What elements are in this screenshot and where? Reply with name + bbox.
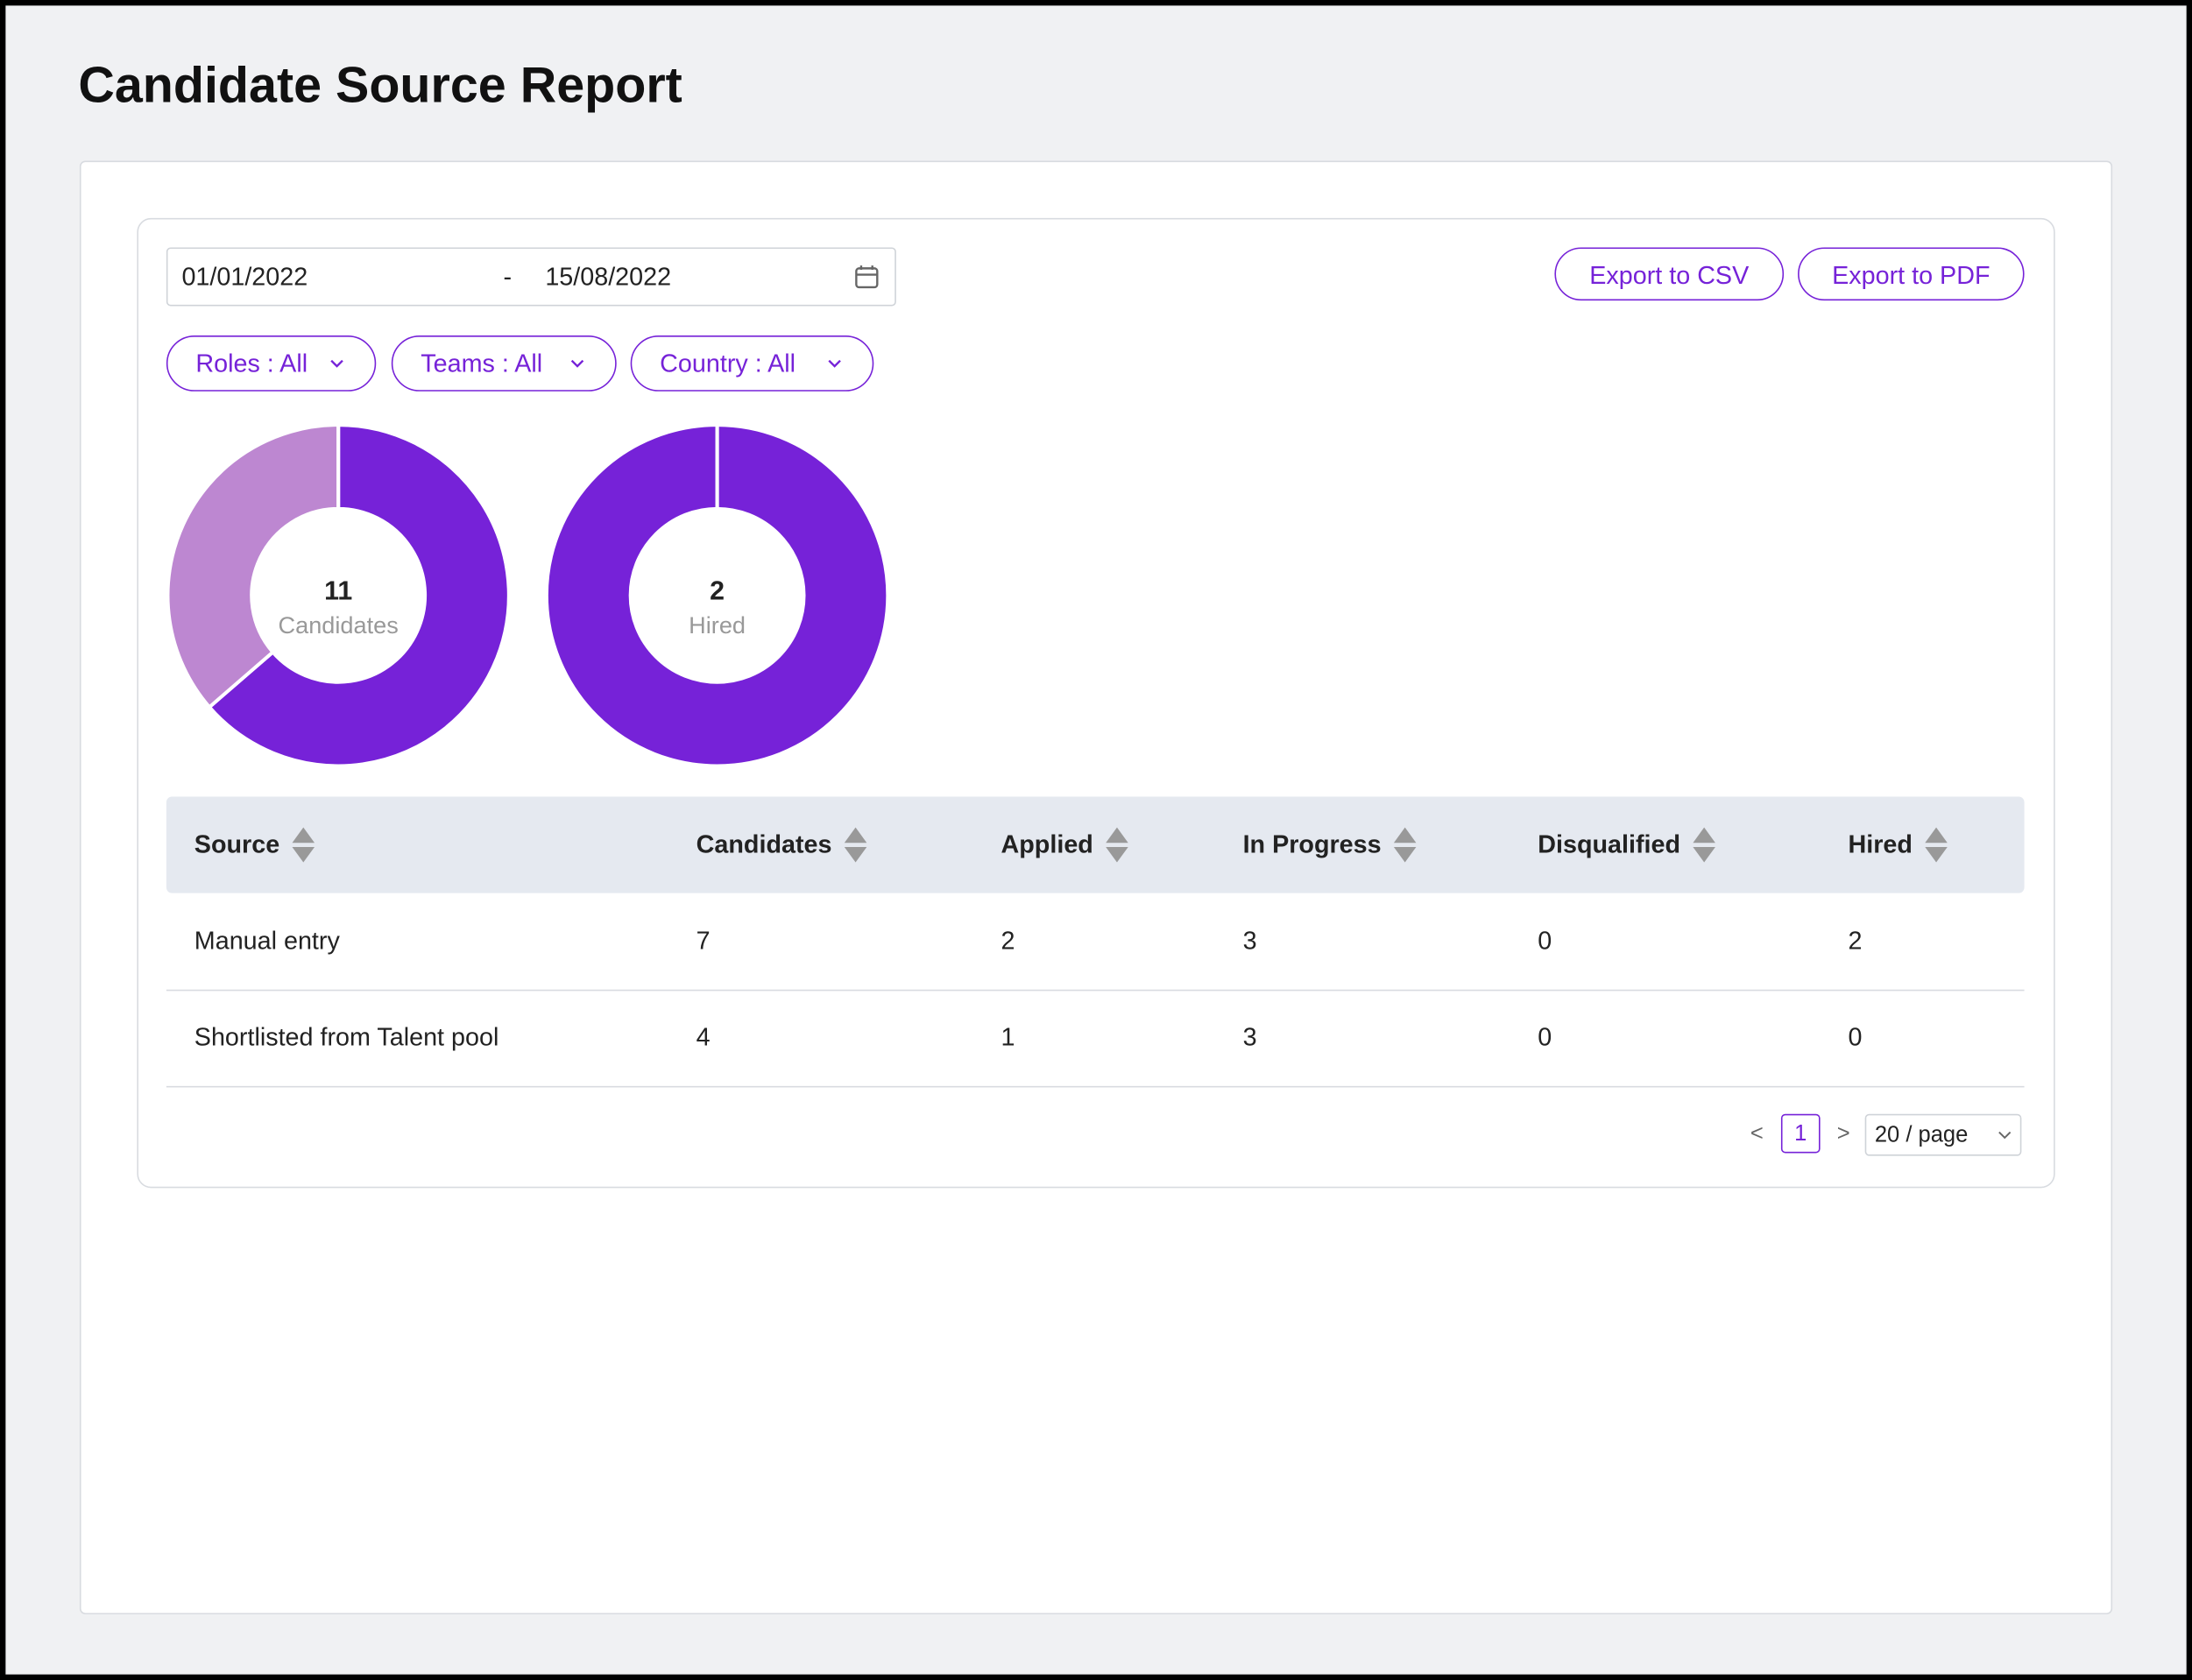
caret — [828, 359, 841, 368]
table-cell: Manual entry — [194, 926, 340, 955]
column-header[interactable]: Candidates — [696, 829, 832, 858]
donut-center-value: 11 — [324, 577, 353, 607]
sort-up — [844, 827, 867, 844]
filter-label: Teams : All — [421, 349, 543, 378]
export-csv-button[interactable]: Export to CSV — [1554, 247, 1785, 301]
page-size: 20 / page — [1874, 1123, 1969, 1148]
column-header[interactable]: Disqualified — [1538, 829, 1681, 858]
sort-down — [844, 846, 867, 863]
sort-down — [1106, 846, 1128, 863]
date-separator: - — [503, 262, 513, 291]
filter-label: Country : All — [660, 349, 796, 378]
sort-up — [1106, 827, 1128, 844]
date-range-picker[interactable]: 01/01/2022 - 15/08/2022 — [166, 247, 896, 307]
report-panel: 01/01/2022 - 15/08/2022 Export to CSV Ex… — [137, 217, 2055, 1189]
filter-dropdown[interactable]: Roles : All — [166, 335, 377, 392]
table-cell: 0 — [1538, 926, 1552, 955]
sort-icon — [1106, 827, 1128, 863]
table-cell: 3 — [1242, 1023, 1257, 1051]
sort-icon — [1925, 827, 1948, 863]
table-row: Shortlisted from Talent pool 4 1 3 0 0 — [166, 990, 2025, 1088]
sort-icon — [292, 827, 315, 863]
table-cell: 4 — [696, 1023, 711, 1051]
sort-down — [1393, 846, 1417, 863]
table-cell: 0 — [1538, 1023, 1552, 1051]
date-end: 15/08/2022 — [545, 262, 672, 291]
sort-up — [292, 827, 315, 844]
column-header[interactable]: Source — [194, 829, 280, 858]
select-caret — [1998, 1131, 2012, 1140]
page-title: Candidate Source Report — [78, 55, 682, 114]
export-pdf-button[interactable]: Export to PDF — [1798, 247, 2025, 301]
dropdown-caret — [330, 359, 343, 368]
donut-segment — [207, 423, 511, 768]
table-cell: Shortlisted from Talent pool — [194, 1023, 499, 1051]
caret — [570, 359, 584, 368]
sort-icon — [844, 827, 867, 863]
table-cell: 0 — [1848, 1023, 1863, 1051]
card: 01/01/2022 - 15/08/2022 Export to CSV Ex… — [79, 160, 2113, 1615]
donut-center-label: Hired — [689, 611, 746, 639]
table-cell: 1 — [1001, 1023, 1015, 1051]
column-header[interactable]: In Progress — [1242, 829, 1382, 858]
date-start: 01/01/2022 — [181, 262, 308, 291]
sort-down — [1693, 846, 1715, 863]
donut-chart — [166, 423, 511, 768]
calendar-icon — [855, 265, 879, 289]
table-row: Manual entry 7 2 3 0 2 — [166, 893, 2025, 992]
sort-icon — [1693, 827, 1715, 863]
donut-chart — [545, 423, 890, 768]
table-cell: 2 — [1848, 926, 1863, 955]
dropdown-caret — [570, 359, 584, 368]
sort-up — [1925, 827, 1948, 844]
donut-center-label: Candidates — [278, 611, 399, 639]
donut-segment — [545, 423, 890, 768]
sort-up — [1393, 827, 1417, 844]
donut-segment — [166, 423, 341, 710]
dropdown-caret — [828, 359, 841, 368]
table-cell: 2 — [1001, 926, 1015, 955]
caret — [330, 359, 343, 368]
page-size-select[interactable]: 20 / page — [1864, 1113, 2022, 1156]
filter-label: Roles : All — [195, 349, 308, 378]
sort-down — [292, 846, 315, 863]
background: Candidate Source Report 01/01/2022 - 15/… — [5, 5, 2187, 1675]
column-header[interactable]: Hired — [1848, 829, 1913, 858]
sort-down — [1925, 846, 1948, 863]
sort-icon — [1393, 827, 1417, 863]
table-cell: 3 — [1242, 926, 1257, 955]
current-page[interactable]: 1 — [1780, 1113, 1821, 1154]
prev-page[interactable]: < — [1750, 1122, 1764, 1147]
sort-up — [1693, 827, 1715, 844]
filter-dropdown[interactable]: Country : All — [630, 335, 874, 392]
table-header: Source Candidates Applied In Progress Disqua… — [166, 796, 2025, 893]
table-cell: 7 — [696, 926, 711, 955]
donut-center-value: 2 — [710, 577, 725, 607]
next-page[interactable]: > — [1836, 1122, 1850, 1147]
filter-dropdown[interactable]: Teams : All — [391, 335, 617, 392]
column-header[interactable]: Applied — [1001, 829, 1093, 858]
